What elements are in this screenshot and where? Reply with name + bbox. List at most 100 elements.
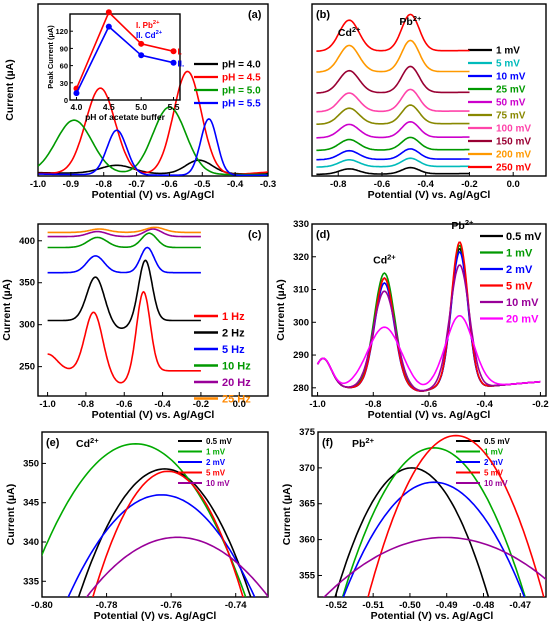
legend-label: 5 Hz xyxy=(222,344,245,356)
inset-marker-label: II. xyxy=(178,60,185,69)
x-tick-label: -1.0 xyxy=(309,399,325,410)
peak-label-pb-base: Pb xyxy=(451,220,464,232)
inset-legend-cd: II. Cd2+ xyxy=(136,30,163,40)
peak-label-cd-base: Cd xyxy=(373,254,387,266)
x-tick-label: -0.2 xyxy=(461,179,477,190)
inset-series-line-1 xyxy=(75,25,174,94)
peak-label: Pb2+ xyxy=(352,436,375,450)
peak-label-base: Cd xyxy=(76,438,90,450)
legend-label: 10 mV xyxy=(206,479,230,488)
y-tick-label: 400 xyxy=(19,236,35,247)
y-axis-title: Current (µA) xyxy=(5,484,17,545)
x-tick-label: -1.0 xyxy=(39,399,55,410)
legend-label: 1 mV xyxy=(506,248,533,260)
panel-label: (a) xyxy=(248,9,262,21)
x-axis-title: Potential (V) vs. Ag/AgCl xyxy=(92,189,215,201)
series-line-b-1 xyxy=(316,157,470,168)
x-axis-title: Potential (V) vs. Ag/AgCl xyxy=(371,610,494,622)
x-tick-label: -0.4 xyxy=(418,179,435,190)
legend-label: 150 mV xyxy=(496,137,531,148)
inset-frame xyxy=(69,13,181,101)
legend-label: 1 mV xyxy=(496,46,520,57)
peak-label-pb-charge: 2+ xyxy=(413,14,422,23)
legend-label: 20 Hz xyxy=(222,377,251,389)
x-tick-label: -0.50 xyxy=(399,600,421,611)
inset-marker xyxy=(105,23,112,30)
inset-y-tick-label: 90 xyxy=(60,44,68,53)
series-line-e-3 xyxy=(92,470,244,597)
legend-label: 1 mV xyxy=(484,448,504,457)
x-tick-label: -0.8 xyxy=(365,399,381,410)
legend-label: pH = 5.5 xyxy=(222,99,261,110)
legend-label: 25 mV xyxy=(496,85,526,96)
inset-series-line-0 xyxy=(75,10,174,89)
inset-x-tick-label: 4.0 xyxy=(71,102,83,112)
series-line-c-2 xyxy=(47,246,201,274)
x-tick-label: -0.5 xyxy=(194,179,211,190)
peak-label-pb: Pb2+ xyxy=(451,218,474,232)
legend-label: 50 mV xyxy=(496,98,526,109)
peak-label-pb: Pb2+ xyxy=(399,14,422,28)
series-line-f-0 xyxy=(334,467,490,597)
peak-label-pb-charge: 2+ xyxy=(465,218,474,227)
series-line-b-3 xyxy=(316,136,470,152)
legend-label: 20 mV xyxy=(506,314,539,326)
inset-y-tick-label: 30 xyxy=(60,79,68,88)
y-tick-label: 300 xyxy=(293,317,309,328)
x-tick-label: -0.6 xyxy=(116,399,132,410)
y-tick-label: 310 xyxy=(293,285,309,296)
panel-label: (f) xyxy=(322,437,333,449)
peak-label-pb-base: Pb xyxy=(399,16,412,28)
inset-marker xyxy=(170,59,177,66)
inset-y-axis-title: Peak Current (µA) xyxy=(46,25,55,89)
series-line-a-0 xyxy=(38,159,268,175)
x-tick-label: -0.9 xyxy=(63,179,79,190)
x-tick-label: -0.74 xyxy=(225,600,247,611)
inset-legend-pb-base: I. Pb xyxy=(136,21,153,30)
peak-label-base: Pb xyxy=(352,438,365,450)
x-tick-label: -0.7 xyxy=(128,179,144,190)
y-tick-label: 370 xyxy=(299,463,315,474)
y-tick-label: 350 xyxy=(23,458,39,469)
panel-a: -1.0 -0.9 -0.8 -0.7 -0.6 -0.5 -0.4 -0.3 Potentia… xyxy=(4,3,276,201)
series-line-b-7 xyxy=(316,65,470,94)
legend-label: 250 mV xyxy=(496,163,531,174)
peak-label-cd-charge: 2+ xyxy=(352,25,361,34)
plot-frame-f xyxy=(317,431,547,598)
series-line-b-8 xyxy=(316,39,470,73)
series-line-c-0 xyxy=(47,290,201,384)
series-line-c-3 xyxy=(47,232,201,249)
y-tick-label: 300 xyxy=(19,320,35,331)
x-axis-title: Potential (V) vs. Ag/AgCl xyxy=(94,610,217,622)
y-tick-label: 355 xyxy=(299,570,316,581)
series-line-d-5 xyxy=(316,315,541,386)
series-line-e-2 xyxy=(67,494,256,597)
peak-label-cd-charge: 2+ xyxy=(387,252,396,261)
x-tick-label: -0.4 xyxy=(477,399,494,410)
series-line-c-1 xyxy=(47,259,201,329)
panel-c: 1 Hz 2 Hz 5 Hz 10 Hz 20 Hz 25 Hz -1.0 -0.8 -0.6 -… xyxy=(1,223,269,421)
y-tick-label: 320 xyxy=(293,252,309,263)
panel-label: (c) xyxy=(248,229,262,241)
x-tick-label: -0.48 xyxy=(473,600,495,611)
y-axis-title: Current (µA) xyxy=(275,279,287,340)
x-tick-label: -0.4 xyxy=(154,399,171,410)
inset-x-tick-label: 4.5 xyxy=(103,102,115,112)
inset-legend-pb-charge: 2+ xyxy=(153,20,160,26)
x-tick-label: -0.3 xyxy=(260,179,276,190)
y-tick-label: 280 xyxy=(293,383,309,394)
legend-label: 100 mV xyxy=(496,124,531,135)
x-axis-title: Potential (V) vs. Ag/AgCl xyxy=(92,409,215,421)
inset-marker-label: I. xyxy=(178,47,182,56)
series-line-b-4 xyxy=(316,120,470,139)
plot-frame-b xyxy=(311,3,547,177)
series-line-f-4 xyxy=(323,536,546,597)
series-line-e-1 xyxy=(42,442,247,597)
legend-label: 5 mV xyxy=(506,281,533,293)
y-axis-title: Current (µA) xyxy=(281,484,293,545)
legend-label: pH = 4.5 xyxy=(222,73,261,84)
legend-label: pH = 4.0 xyxy=(222,60,261,71)
series-line-b-2 xyxy=(316,148,470,161)
